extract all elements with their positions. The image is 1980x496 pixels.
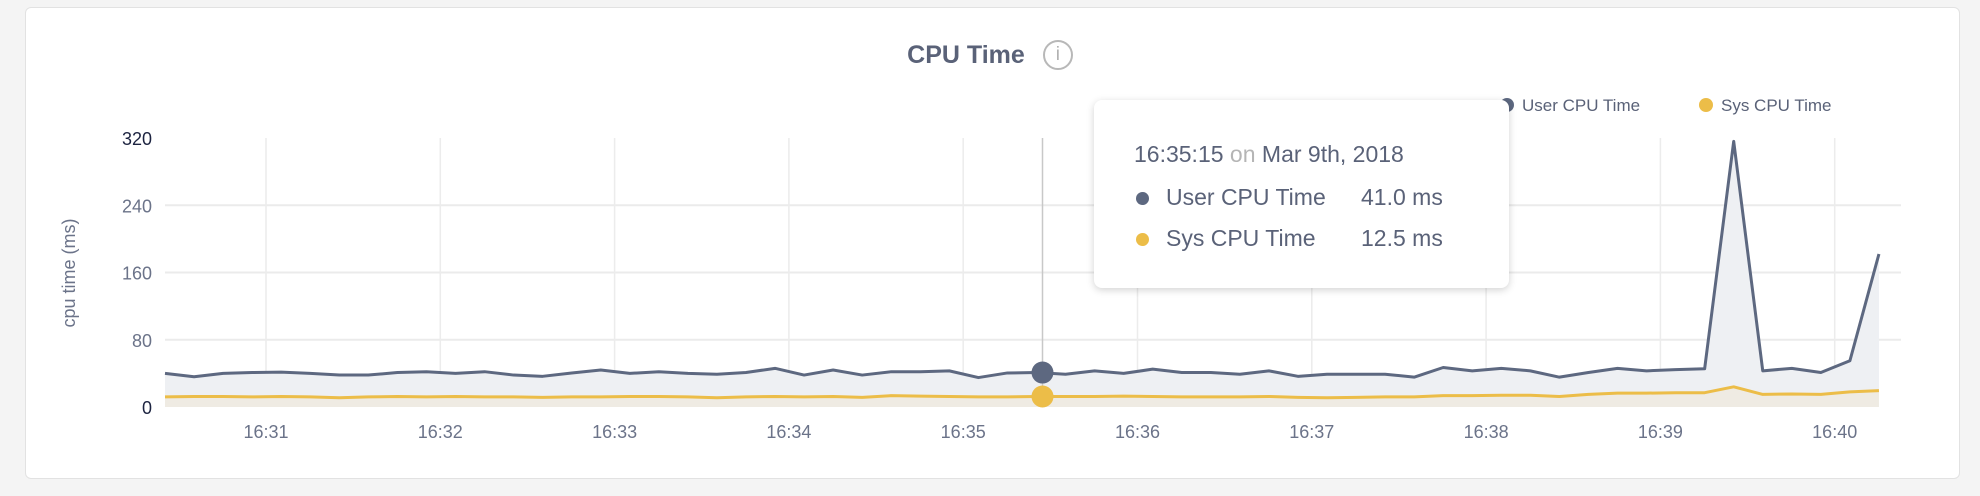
legend-dot-sys bbox=[1699, 98, 1713, 112]
x-tick-label: 16:38 bbox=[1464, 422, 1509, 442]
legend-label-sys: Sys CPU Time bbox=[1721, 96, 1832, 115]
line-user bbox=[164, 139, 1881, 380]
legend-label-user: User CPU Time bbox=[1522, 96, 1641, 115]
x-tick-label: 16:39 bbox=[1638, 422, 1683, 442]
tooltip-label-sys: Sys CPU Time bbox=[1166, 225, 1316, 251]
info-circle-icon[interactable]: i bbox=[1042, 40, 1073, 71]
x-tick-label: 16:34 bbox=[766, 422, 811, 442]
tooltip-dot-user bbox=[1136, 192, 1149, 205]
tooltip-value-sys: 12.5 ms bbox=[1361, 225, 1443, 251]
y-tick-label: 240 bbox=[122, 196, 152, 216]
tooltip-on: on bbox=[1229, 141, 1256, 167]
x-tick-label: 16:31 bbox=[243, 422, 288, 442]
tooltip-date: Mar 9th, 2018 bbox=[1261, 141, 1404, 167]
y-tick-label: 160 bbox=[122, 264, 152, 284]
x-tick-label: 16:40 bbox=[1812, 422, 1857, 442]
area-user bbox=[165, 141, 1879, 408]
chart-title-row: CPU Time i bbox=[0, 40, 1980, 71]
y-tick-label: 320 bbox=[122, 129, 152, 149]
x-tick-label: 16:33 bbox=[592, 422, 637, 442]
tooltip-dot-sys bbox=[1136, 233, 1149, 246]
tooltip-label-user: User CPU Time bbox=[1166, 184, 1326, 210]
hover-tooltip: 16:35:15 on Mar 9th, 2018 User CPU Time … bbox=[1094, 100, 1509, 288]
hover-marker-sys bbox=[1031, 385, 1054, 408]
y-tick-label: 0 bbox=[142, 398, 152, 418]
tooltip-timestamp: 16:35:15 on Mar 9th, 2018 bbox=[1134, 141, 1404, 168]
y-tick-label: 80 bbox=[132, 331, 152, 351]
x-tick-label: 16:35 bbox=[941, 422, 986, 442]
hover-marker-user bbox=[1031, 361, 1054, 384]
line-sys bbox=[164, 385, 1880, 400]
legend-item-user[interactable]: User CPU Time bbox=[1500, 96, 1640, 116]
x-tick-label: 16:36 bbox=[1115, 422, 1160, 442]
y-axis-label: cpu time (ms) bbox=[59, 218, 79, 327]
x-tick-label: 16:37 bbox=[1289, 422, 1334, 442]
chart-title: CPU Time bbox=[907, 40, 1025, 69]
x-tick-label: 16:32 bbox=[418, 422, 463, 442]
tooltip-value-user: 41.0 ms bbox=[1361, 184, 1443, 210]
tooltip-time: 16:35:15 bbox=[1134, 141, 1224, 167]
legend-item-sys[interactable]: Sys CPU Time bbox=[1699, 96, 1832, 116]
